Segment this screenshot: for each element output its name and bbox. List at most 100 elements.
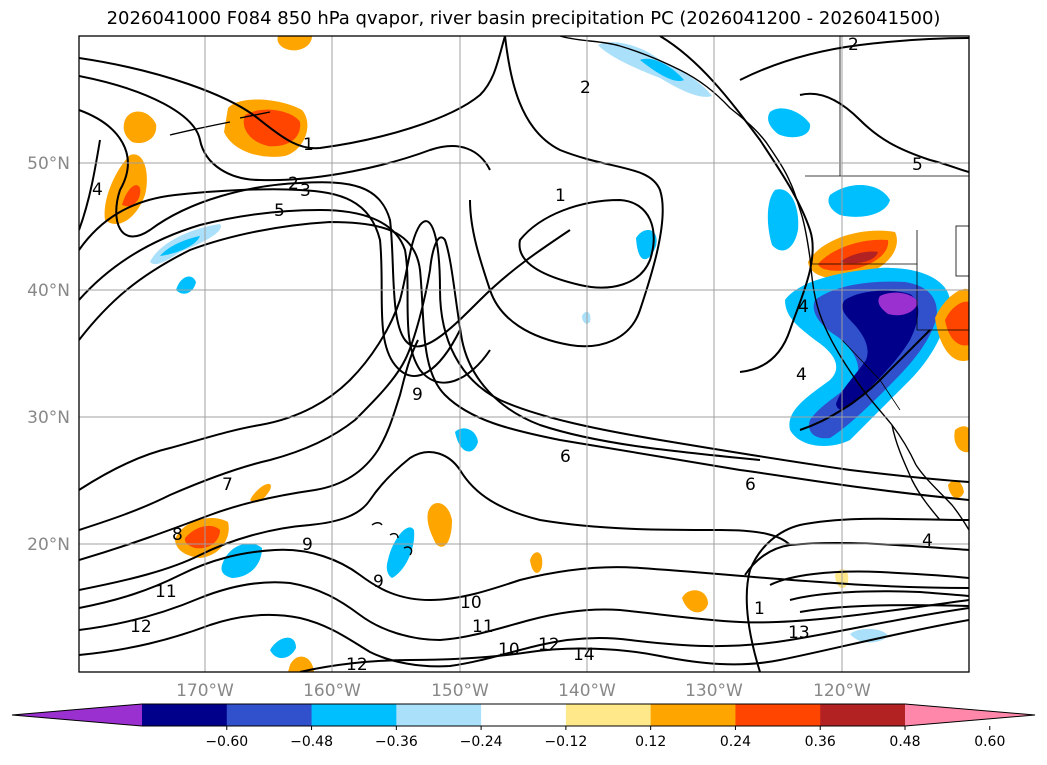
contour-label: 12 xyxy=(538,635,560,655)
contour-labels: 1 2 2 3 5 4 1 2 5 4 4 9 6 6 7 8 9 9 11 1… xyxy=(92,35,933,675)
shade-negative-midpacific-core xyxy=(160,236,200,256)
colorbar-tick-label: −0.36 xyxy=(375,734,418,750)
shade-positive-se2 xyxy=(948,480,964,499)
lon-tick-label: 120°W xyxy=(813,681,871,701)
shade-negative-hawaii xyxy=(386,527,415,578)
colorbar: −0.60 −0.48 −0.36 −0.24 −0.12 0.12 0.24 0.36 0.4… xyxy=(11,703,1036,750)
shade-positive-se xyxy=(954,426,969,453)
colorbar-tick-label: 0.48 xyxy=(889,734,920,750)
contour-8 xyxy=(79,236,761,531)
colorbar-outline xyxy=(11,703,1036,727)
contour-label: 4 xyxy=(798,297,809,317)
colorbar-cell xyxy=(565,704,652,726)
latitude-labels: 50°N 40°N 30°N 20°N xyxy=(27,154,70,555)
coast-west-us xyxy=(809,257,917,466)
contour-label: 2 xyxy=(580,78,591,98)
map-title: 2026041000 F084 850 hPa qvapor, river ba… xyxy=(106,8,941,29)
contour-label: 11 xyxy=(155,582,177,602)
lon-tick-label: 130°W xyxy=(685,681,743,701)
contour-9 xyxy=(79,339,419,561)
contour-label: 1 xyxy=(303,135,314,155)
shade-negative-150w xyxy=(455,428,478,452)
shade-negative-small2 xyxy=(582,311,591,324)
contour-label: 13 xyxy=(788,623,810,643)
contour-3 xyxy=(79,109,571,348)
border-states-2 xyxy=(916,264,969,331)
colorbar-cell xyxy=(650,704,736,726)
shade-negative-alaska-core xyxy=(640,58,684,82)
colorbar-cells xyxy=(11,703,1036,727)
colorbar-tick-label: −0.48 xyxy=(290,734,333,750)
shade-positive-west xyxy=(104,154,147,224)
contour-label: 1 xyxy=(555,186,566,206)
shade-positive-165w xyxy=(250,483,271,503)
contour-1 xyxy=(79,36,506,150)
contour-label: 9 xyxy=(373,572,384,592)
contour-2 xyxy=(79,75,491,182)
contour-5 xyxy=(79,208,491,384)
shade-negative-160w-bottom xyxy=(270,637,296,659)
shade-positive-150w-low xyxy=(427,502,452,547)
lon-tick-label: 140°W xyxy=(558,681,616,701)
contour-label: 14 xyxy=(573,645,595,665)
coastline xyxy=(169,36,969,556)
contour-label: 7 xyxy=(222,475,233,495)
contour-east-band-5 xyxy=(799,604,969,613)
contour-label: 4 xyxy=(92,180,103,200)
shade-positive-top xyxy=(277,36,312,51)
colorbar-tick-label: 0.12 xyxy=(635,734,666,750)
contour-label: 5 xyxy=(274,201,285,221)
coast-alaska xyxy=(559,36,791,183)
lat-tick-label: 20°N xyxy=(27,535,70,555)
contour-label: 5 xyxy=(912,155,923,175)
colorbar-tick-label: −0.12 xyxy=(544,734,587,750)
colorbar-cell xyxy=(396,704,482,726)
colorbar-extend-high xyxy=(905,704,1035,726)
lat-tick-label: 50°N xyxy=(27,154,70,174)
contour-11 xyxy=(79,548,969,609)
colorbar-cell xyxy=(311,704,397,726)
contour-pnw xyxy=(799,92,969,173)
contour-east-band-2 xyxy=(744,541,969,576)
colorbar-tick-label: 0.36 xyxy=(805,734,836,750)
political-borders xyxy=(805,36,969,411)
contour-label: 8 xyxy=(172,525,183,545)
contour-label: 1 xyxy=(754,599,765,619)
contour-label: 6 xyxy=(745,475,756,495)
contour-label: 4 xyxy=(922,531,933,551)
contour-7 xyxy=(79,220,969,491)
lon-tick-label: 160°W xyxy=(303,681,361,701)
shade-positive-170w-core xyxy=(184,525,220,549)
lat-tick-label: 40°N xyxy=(27,281,70,301)
shade-positive-west-core xyxy=(122,185,141,207)
colorbar-ticks: −0.60 −0.48 −0.36 −0.24 −0.12 0.12 0.24 0.36 0.4… xyxy=(205,726,1005,750)
border-states-3 xyxy=(841,339,901,411)
contour-east-band-4 xyxy=(789,590,969,601)
colorbar-tick-label: −0.24 xyxy=(460,734,503,750)
contour-13 xyxy=(79,607,969,668)
colorbar-cell xyxy=(820,704,906,726)
lat-tick-label: 30°N xyxy=(27,408,70,428)
shade-negative-pnw xyxy=(828,184,890,217)
contour-west-4 xyxy=(79,139,101,231)
contour-label: 2 xyxy=(288,174,299,194)
shade-positive-140w-low xyxy=(530,552,543,573)
map-panel: 1 2 2 3 5 4 1 2 5 4 4 9 6 6 7 8 9 9 11 1… xyxy=(78,35,970,675)
colorbar-tick-label: 0.60 xyxy=(974,734,1005,750)
contour-label: 12 xyxy=(346,655,368,675)
contour-high-closed xyxy=(518,198,655,289)
precipitation-shading xyxy=(104,36,969,672)
shade-positive-135w-low xyxy=(682,590,708,613)
colorbar-tick-label: −0.60 xyxy=(205,734,248,750)
coast-hawaii xyxy=(371,522,413,556)
contour-label: 12 xyxy=(130,617,152,637)
colorbar-extend-low xyxy=(12,704,142,726)
contour-coast xyxy=(739,37,969,81)
shade-negative-california-peak xyxy=(878,292,918,316)
contour-label: 2 xyxy=(848,35,859,55)
contour-12 xyxy=(79,581,969,642)
contour-label: 11 xyxy=(472,617,494,637)
map-frame xyxy=(78,35,970,673)
contour-10 xyxy=(79,451,791,591)
contour-label: 10 xyxy=(460,593,482,613)
